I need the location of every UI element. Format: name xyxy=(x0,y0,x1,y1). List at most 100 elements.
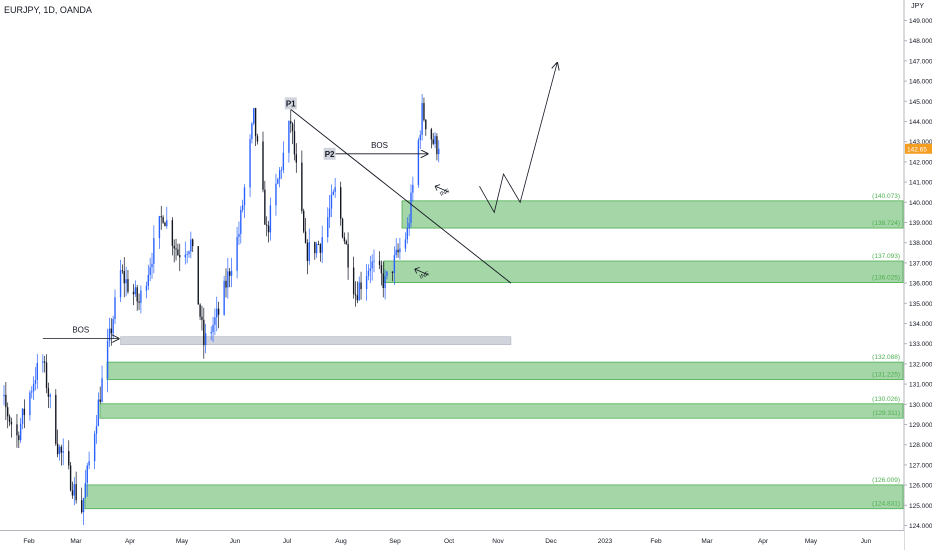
candle-body xyxy=(227,271,229,288)
candle-body xyxy=(21,408,24,424)
candle-body xyxy=(419,135,421,141)
candle-body xyxy=(269,205,272,233)
candle-body xyxy=(314,242,316,254)
candle-body xyxy=(110,328,112,334)
candle-body xyxy=(354,294,357,296)
candle-body xyxy=(44,361,46,363)
time-tick-label: Mar xyxy=(70,538,82,545)
zone-top-label: (126.009) xyxy=(872,477,900,484)
candle-body xyxy=(358,282,360,301)
candle-body xyxy=(352,267,355,295)
candle-body xyxy=(75,484,77,501)
price-tick-label: 129.000 xyxy=(909,422,932,429)
candle-body xyxy=(47,388,50,397)
candle-body xyxy=(190,239,192,252)
candle-body xyxy=(410,192,412,223)
candle-body xyxy=(251,123,253,140)
candle-body xyxy=(282,152,285,170)
zone-bottom-label: (138.724) xyxy=(872,220,900,227)
trendline[interactable] xyxy=(290,109,512,284)
p1-box xyxy=(284,97,297,110)
candle-body xyxy=(101,378,103,403)
price-tick-label: 132.000 xyxy=(909,361,932,368)
currency-label: JPY xyxy=(911,3,924,10)
candle-body xyxy=(275,183,277,206)
candle-body xyxy=(384,276,386,289)
candle-body xyxy=(158,216,161,239)
price-tick-label: 130.000 xyxy=(909,402,932,409)
demand-zone[interactable] xyxy=(106,361,904,380)
candle-body xyxy=(162,217,164,223)
candle-body xyxy=(380,265,383,274)
price-tick-label: 144.000 xyxy=(909,119,932,126)
time-tick-label: Feb xyxy=(650,538,662,545)
zone-top-label: (137.093) xyxy=(872,253,900,260)
candle-body xyxy=(184,254,186,258)
candle-body xyxy=(404,239,407,249)
candle-body xyxy=(55,394,57,444)
candle-body xyxy=(99,399,101,403)
candle-body xyxy=(391,271,394,274)
candle-body xyxy=(278,170,281,180)
candle-body xyxy=(212,324,214,332)
price-tick-label: 135.000 xyxy=(909,301,932,308)
time-tick-label: Mar xyxy=(701,538,713,545)
time-tick-label: Sep xyxy=(389,538,401,545)
candle-body xyxy=(266,224,268,226)
time-tick-label: May xyxy=(176,538,189,545)
support-zone[interactable] xyxy=(120,336,512,346)
time-tick-label: Jul xyxy=(283,538,292,545)
candle-body xyxy=(8,416,11,422)
inf-1-arrow xyxy=(434,184,450,193)
candle-body xyxy=(18,435,20,441)
candle-body xyxy=(308,242,310,261)
candle-body xyxy=(216,308,218,318)
candle-body xyxy=(34,379,37,384)
candle-body xyxy=(330,194,333,209)
zone-top-label: (130.026) xyxy=(872,396,900,403)
demand-zone[interactable] xyxy=(84,484,904,510)
time-axis-bg xyxy=(0,530,904,550)
candle-body xyxy=(291,123,294,132)
candle-body xyxy=(369,268,371,271)
candle-body xyxy=(423,103,425,120)
projection-path[interactable] xyxy=(479,63,557,214)
candle-body xyxy=(373,260,375,262)
candle-body xyxy=(166,220,168,227)
candle-body xyxy=(386,271,388,277)
candle-body xyxy=(345,241,347,245)
candle-body xyxy=(306,242,309,261)
candle-body xyxy=(82,497,85,513)
candle-body xyxy=(303,210,305,232)
time-tick-label: Jun xyxy=(861,538,872,545)
demand-zone[interactable] xyxy=(401,200,904,229)
candle-body xyxy=(121,270,124,272)
candle-body xyxy=(304,231,307,243)
time-tick-label: Feb xyxy=(23,538,35,545)
candle-body xyxy=(84,482,87,498)
candle-body xyxy=(188,251,190,254)
candle-body xyxy=(341,218,344,238)
demand-zone[interactable] xyxy=(383,260,904,283)
candle-body xyxy=(425,119,427,130)
candle-body xyxy=(264,189,266,225)
candle-body xyxy=(321,237,323,253)
candle-body xyxy=(19,423,22,441)
p1-label: P1 xyxy=(286,99,296,108)
candle-body xyxy=(173,245,175,249)
candle-body xyxy=(210,331,212,334)
candle-body xyxy=(88,461,90,466)
candle-body xyxy=(171,220,174,246)
candle-body xyxy=(253,108,255,124)
candle-body xyxy=(229,271,231,276)
price-tick-label: 134.000 xyxy=(909,321,932,328)
p2-label: P2 xyxy=(325,150,335,159)
candle-body xyxy=(214,317,216,325)
time-tick-label: Nov xyxy=(492,538,504,545)
candle-body xyxy=(192,239,194,247)
price-axis-bg xyxy=(904,0,932,550)
demand-zone[interactable] xyxy=(99,403,904,419)
candle-body xyxy=(16,424,18,436)
time-tick-label: Jun xyxy=(230,538,241,545)
